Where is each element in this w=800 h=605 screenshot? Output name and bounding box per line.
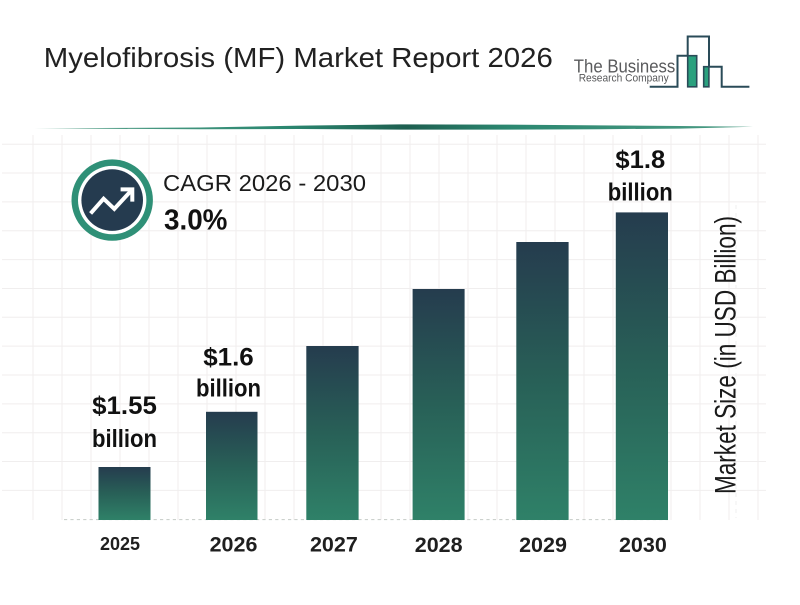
svg-text:Myelofibrosis (MF) Market Repo: Myelofibrosis (MF) Market Report 2026 (44, 42, 553, 73)
svg-text:$1.55: $1.55 (92, 392, 157, 420)
svg-text:billion: billion (92, 425, 157, 453)
svg-text:2030: 2030 (619, 533, 667, 557)
svg-text:2026: 2026 (210, 533, 258, 557)
svg-text:$1.6: $1.6 (203, 344, 254, 372)
svg-text:$1.8: $1.8 (615, 146, 665, 174)
svg-text:2027: 2027 (310, 533, 358, 557)
svg-text:Market Size (in USD Billion): Market Size (in USD Billion) (710, 216, 743, 494)
svg-text:billion: billion (608, 179, 673, 207)
svg-text:3.0%: 3.0% (164, 205, 227, 237)
svg-text:2025: 2025 (100, 534, 140, 554)
svg-text:2029: 2029 (519, 533, 567, 557)
svg-text:CAGR 2026 - 2030: CAGR 2026 - 2030 (163, 170, 366, 196)
svg-text:billion: billion (196, 374, 261, 402)
svg-text:2028: 2028 (415, 533, 463, 557)
svg-text:Research Company: Research Company (579, 73, 669, 85)
svg-text:The Business: The Business (574, 57, 676, 77)
